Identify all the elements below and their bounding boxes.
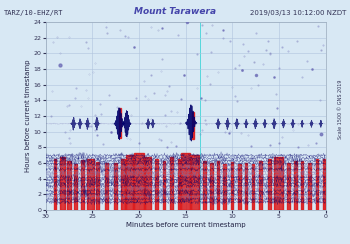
- Bar: [121, 159, 125, 210]
- Bar: [268, 159, 271, 210]
- Bar: [252, 164, 254, 210]
- Bar: [96, 162, 99, 210]
- X-axis label: Minutes before current timestamp: Minutes before current timestamp: [126, 222, 245, 228]
- Bar: [308, 163, 311, 210]
- Bar: [119, 108, 121, 138]
- Bar: [145, 157, 152, 210]
- Bar: [287, 163, 289, 210]
- Bar: [231, 162, 233, 210]
- Bar: [178, 159, 180, 210]
- Bar: [245, 163, 247, 210]
- Bar: [210, 163, 213, 210]
- Bar: [163, 161, 166, 210]
- Bar: [238, 164, 241, 210]
- Bar: [203, 161, 205, 210]
- Bar: [82, 160, 84, 210]
- Bar: [114, 163, 117, 210]
- Bar: [259, 161, 261, 210]
- Bar: [155, 159, 158, 210]
- Bar: [74, 164, 77, 210]
- Y-axis label: Hours before current timestamp: Hours before current timestamp: [25, 60, 30, 172]
- Bar: [301, 161, 303, 210]
- Text: 2019/03/13 10:12:00 NZDT: 2019/03/13 10:12:00 NZDT: [250, 10, 346, 16]
- Text: TARZ/10-EHZ/RT: TARZ/10-EHZ/RT: [4, 10, 63, 16]
- Bar: [181, 153, 190, 210]
- Bar: [323, 159, 325, 210]
- Bar: [274, 157, 283, 210]
- Bar: [134, 153, 144, 210]
- Bar: [54, 159, 56, 210]
- Bar: [191, 155, 199, 210]
- Bar: [192, 112, 194, 139]
- Text: Mount Tarawera: Mount Tarawera: [134, 7, 216, 16]
- Bar: [316, 159, 318, 210]
- Bar: [217, 161, 219, 210]
- Bar: [67, 161, 71, 210]
- Text: Scale 1500 © GNS 2019: Scale 1500 © GNS 2019: [338, 80, 343, 140]
- Bar: [294, 161, 297, 210]
- Bar: [105, 163, 107, 210]
- Bar: [126, 155, 133, 210]
- Bar: [223, 164, 226, 210]
- Bar: [170, 157, 173, 210]
- Bar: [87, 159, 93, 210]
- Bar: [60, 157, 65, 210]
